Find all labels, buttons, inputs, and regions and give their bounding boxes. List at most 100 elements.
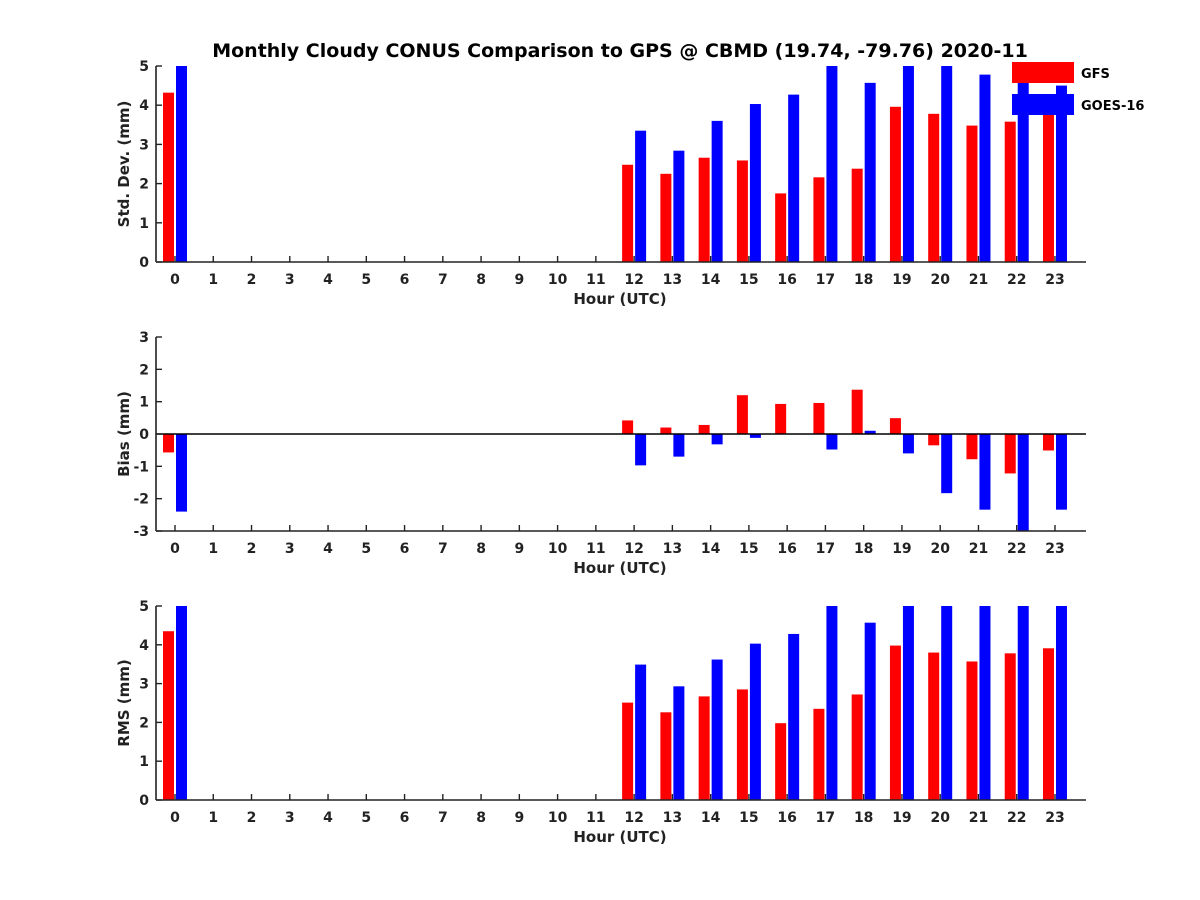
x-tick-label: 22	[1007, 810, 1026, 826]
bar-gfs-hour-13	[660, 427, 672, 434]
bar-gfs-hour-12	[622, 702, 634, 800]
bar-gfs-hour-17	[813, 177, 825, 262]
x-tick-label: 21	[969, 541, 988, 557]
bar-goes16-hour-21	[979, 606, 991, 800]
bar-goes16-hour-13	[673, 434, 685, 457]
x-tick-label: 0	[170, 541, 180, 557]
bar-goes16-hour-16	[788, 94, 800, 263]
bar-gfs-hour-22	[1004, 434, 1016, 474]
x-axis-label: Hour (UTC)	[573, 290, 666, 308]
bar-gfs-hour-20	[928, 434, 940, 446]
bar-gfs-hour-0	[163, 631, 174, 800]
bar-gfs-hour-19	[889, 418, 901, 434]
bar-gfs-hour-12	[622, 164, 634, 262]
x-axis-label: Hour (UTC)	[573, 828, 666, 846]
x-tick-label: 9	[514, 272, 524, 288]
bar-goes16-hour-17	[826, 66, 838, 262]
y-tick-label: 4	[139, 98, 149, 114]
x-tick-label: 20	[930, 810, 950, 826]
bar-goes16-hour-19	[902, 434, 914, 454]
y-tick-label: 2	[139, 362, 149, 378]
bar-gfs-hour-13	[660, 712, 672, 800]
x-tick-label: 2	[247, 810, 257, 826]
bar-gfs-hour-23	[1042, 111, 1054, 262]
bar-gfs-hour-18	[851, 168, 863, 262]
x-tick-label: 15	[739, 810, 758, 826]
x-tick-label: 23	[1045, 810, 1064, 826]
legend: GFS GOES-16	[1012, 62, 1144, 115]
bar-goes16-hour-21	[979, 434, 991, 510]
y-tick-label: 0	[139, 793, 149, 809]
x-tick-label: 6	[400, 810, 410, 826]
bar-goes16-hour-21	[979, 74, 991, 263]
bar-goes16-hour-22	[1017, 66, 1029, 262]
x-tick-label: 2	[247, 541, 257, 557]
x-tick-label: 18	[854, 810, 873, 826]
bar-gfs-hour-21	[966, 125, 978, 262]
bar-goes16-hour-18	[864, 430, 876, 434]
bar-gfs-hour-20	[928, 113, 940, 262]
bar-goes16-hour-22	[1017, 434, 1029, 531]
y-tick-label: 1	[139, 216, 149, 232]
x-tick-label: 3	[285, 810, 295, 826]
bar-goes16-hour-12	[635, 664, 647, 800]
x-tick-label: 7	[438, 810, 448, 826]
bar-goes16-hour-23	[1055, 85, 1067, 262]
bar-gfs-hour-0	[163, 434, 174, 453]
bar-gfs-hour-19	[889, 645, 901, 800]
bar-goes16-hour-16	[788, 633, 800, 800]
x-tick-label: 12	[624, 541, 643, 557]
x-tick-label: 11	[586, 810, 605, 826]
x-tick-label: 13	[663, 541, 682, 557]
bar-gfs-hour-22	[1004, 121, 1016, 262]
y-axis-label: Bias (mm)	[115, 391, 133, 477]
bar-goes16-hour-20	[941, 606, 953, 800]
bar-goes16-hour-14	[711, 120, 723, 262]
bar-gfs-hour-0	[163, 92, 174, 262]
x-tick-label: 5	[361, 272, 371, 288]
x-tick-label: 8	[476, 810, 486, 826]
bar-goes16-hour-13	[673, 686, 685, 800]
bar-gfs-hour-16	[775, 403, 787, 434]
x-tick-label: 8	[476, 272, 486, 288]
y-tick-label: 4	[139, 638, 149, 654]
x-tick-label: 10	[548, 272, 568, 288]
bar-gfs-hour-14	[698, 696, 710, 800]
x-tick-label: 3	[285, 272, 295, 288]
x-tick-label: 16	[777, 810, 796, 826]
x-tick-label: 3	[285, 541, 295, 557]
x-tick-label: 19	[892, 272, 911, 288]
bar-gfs-hour-13	[660, 173, 672, 262]
bar-gfs-hour-20	[928, 652, 940, 800]
bar-gfs-hour-14	[698, 424, 710, 434]
y-tick-label: 0	[139, 255, 149, 271]
x-tick-label: 5	[361, 541, 371, 557]
bar-goes16-hour-14	[711, 434, 723, 445]
y-tick-label: -1	[133, 459, 149, 475]
x-tick-label: 18	[854, 541, 873, 557]
bar-gfs-hour-22	[1004, 653, 1016, 800]
bar-gfs-hour-16	[775, 723, 787, 800]
x-tick-label: 11	[586, 541, 605, 557]
bar-goes16-hour-13	[673, 150, 685, 262]
x-tick-label: 18	[854, 272, 873, 288]
bar-gfs-hour-17	[813, 402, 825, 434]
bar-goes16-hour-14	[711, 659, 723, 800]
x-tick-label: 1	[208, 272, 218, 288]
x-tick-label: 22	[1007, 272, 1026, 288]
bar-goes16-hour-12	[635, 130, 647, 262]
legend-swatch-gfs	[1012, 62, 1074, 83]
bar-goes16-hour-0	[176, 606, 187, 800]
bar-goes16-hour-12	[635, 434, 647, 466]
x-tick-label: 15	[739, 541, 758, 557]
x-tick-label: 15	[739, 272, 758, 288]
bar-goes16-hour-0	[176, 66, 187, 262]
legend-label-goes16: GOES-16	[1081, 99, 1144, 114]
y-tick-label: 1	[139, 395, 149, 411]
bar-gfs-hour-15	[736, 395, 748, 434]
